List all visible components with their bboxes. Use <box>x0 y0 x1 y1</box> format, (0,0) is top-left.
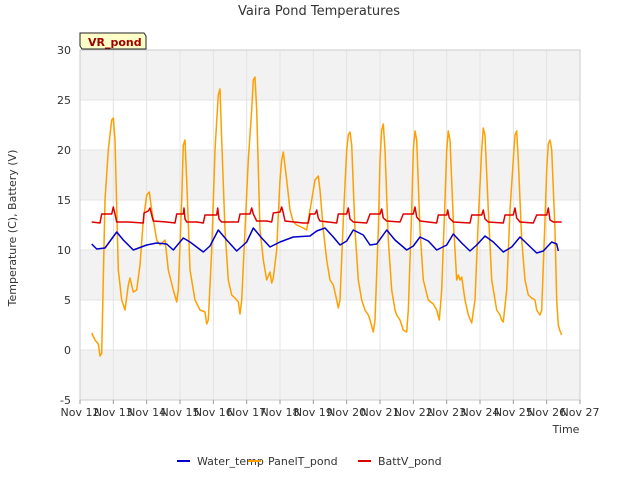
y-tick-label: -5 <box>60 394 71 407</box>
x-axis-label: Time <box>552 423 580 436</box>
x-tick-label: Nov 25 <box>494 406 533 419</box>
plot-band <box>80 350 580 400</box>
y-tick-label: 10 <box>57 244 71 257</box>
x-tick-label: Nov 19 <box>294 406 333 419</box>
x-tick-label: Nov 17 <box>227 406 266 419</box>
x-tick-label: Nov 26 <box>527 406 566 419</box>
x-tick-label: Nov 21 <box>361 406 400 419</box>
y-axis-label: Temperature (C), Battery (V) <box>6 150 19 308</box>
plot-band <box>80 50 580 100</box>
x-tick-label: Nov 27 <box>561 406 600 419</box>
y-tick-label: 15 <box>57 194 71 207</box>
y-tick-label: 0 <box>64 344 71 357</box>
x-tick-label: Nov 22 <box>394 406 433 419</box>
y-tick-label: 5 <box>64 294 71 307</box>
plot-band <box>80 200 580 250</box>
plot-band <box>80 100 580 150</box>
plot-bands <box>80 50 580 400</box>
legend-label: PanelT_pond <box>268 455 338 468</box>
legend-label: Water_temp <box>197 455 264 468</box>
legend-label: BattV_pond <box>378 455 442 468</box>
series-line-panelt-pond <box>91 76 563 357</box>
series-line-battv-pond <box>91 206 562 224</box>
y-tick-label: 20 <box>57 144 71 157</box>
x-tick-label: Nov 13 <box>94 406 133 419</box>
x-tick-label: Nov 20 <box>327 406 366 419</box>
y-tick-label: 25 <box>57 94 71 107</box>
x-tick-label: Nov 16 <box>194 406 233 419</box>
x-tick-label: Nov 12 <box>61 406 100 419</box>
x-tick-label: Nov 14 <box>127 406 166 419</box>
x-tick-label: Nov 24 <box>461 406 500 419</box>
plot-band <box>80 250 580 300</box>
legend: Water_temp PanelT_pond BattV_pond <box>177 455 442 468</box>
site-badge-box <box>79 32 147 50</box>
y-axis-ticks: -5 0 5 10 15 20 25 30 <box>57 44 71 407</box>
plot-band <box>80 150 580 200</box>
y-tick-label: 30 <box>57 44 71 57</box>
plot-frame <box>79 49 581 401</box>
x-tick-label: Nov 18 <box>261 406 300 419</box>
x-tick-label: Nov 15 <box>161 406 200 419</box>
site-badge-label: VR_pond <box>88 36 142 49</box>
x-tick-label: Nov 23 <box>427 406 466 419</box>
site-badge: VR_pond <box>79 32 147 50</box>
chart-title: Vaira Pond Temperatures <box>238 4 400 19</box>
series-line-water-temp <box>91 227 560 254</box>
series-layer <box>91 76 563 357</box>
